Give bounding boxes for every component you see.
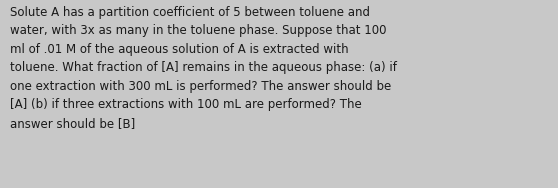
Text: Solute A has a partition coefficient of 5 between toluene and
water, with 3x as : Solute A has a partition coefficient of … bbox=[10, 6, 397, 130]
